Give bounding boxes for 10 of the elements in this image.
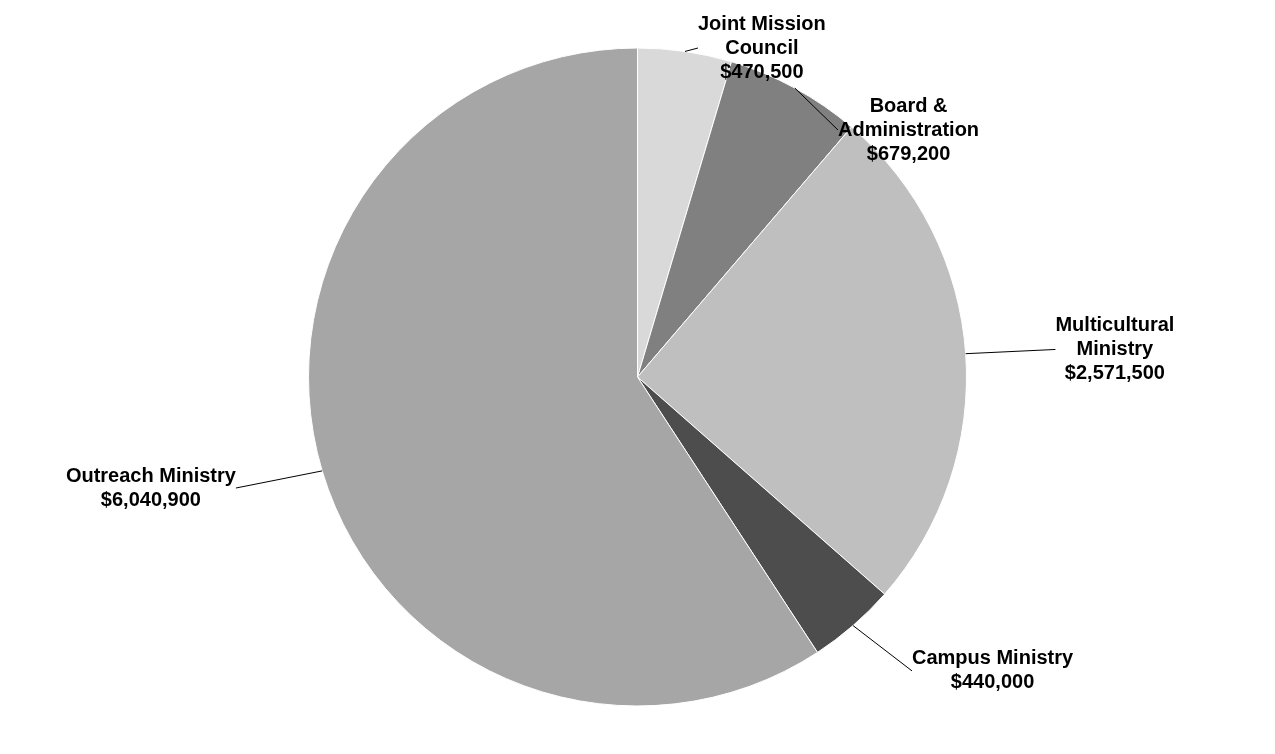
data-label: $2,571,500: [1064, 360, 1165, 383]
data-label: $470,500: [720, 59, 804, 82]
slice-label: Board & Administration: [837, 93, 980, 140]
data-label: $6,040,900: [100, 487, 201, 510]
data-label: $679,200: [866, 141, 951, 164]
slice-label: Multicultural Ministry: [1055, 312, 1175, 359]
slice-label: Outreach Ministry: [65, 463, 237, 486]
slice-label: Joint Mission Council: [697, 11, 826, 58]
slice-label: Campus Ministry: [911, 646, 1074, 669]
data-label: $440,000: [950, 670, 1035, 693]
